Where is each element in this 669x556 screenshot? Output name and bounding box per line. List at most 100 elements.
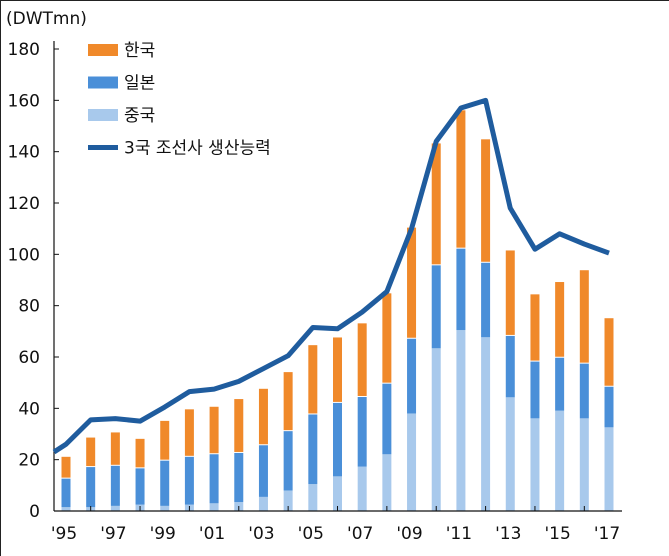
y-tick-label: 140 [8, 143, 40, 163]
bar-한국-'96 [86, 437, 96, 467]
bar-한국-'00 [184, 409, 194, 456]
unit-label: (DWTmn) [6, 9, 87, 29]
x-tick-label: '05 [298, 524, 324, 544]
x-tick-label: '01 [199, 524, 225, 544]
bar-한국-'17 [604, 318, 614, 386]
bar-중국-'06 [333, 476, 342, 511]
legend-label: 중국 [124, 106, 155, 126]
y-tick-label: 120 [8, 194, 40, 214]
bar-한국-'07 [357, 323, 367, 397]
bar-한국-'98 [135, 438, 145, 468]
bar-한국-'10 [431, 143, 441, 265]
bar-일본-'08 [382, 383, 392, 455]
bar-일본-'06 [333, 402, 342, 477]
legend-swatch-중국 [88, 109, 118, 121]
x-tick-label: '17 [594, 524, 620, 544]
bar-중국-'12 [481, 337, 491, 511]
line-series [52, 97, 610, 455]
y-tick-label: 60 [18, 348, 40, 368]
legend-swatch-일본 [88, 76, 118, 89]
bar-일본-'00 [184, 456, 194, 505]
bar-한국-'08 [382, 293, 392, 383]
bar-중국-'01 [209, 503, 219, 511]
bar-일본-'05 [308, 414, 318, 485]
bar-중국-'03 [258, 496, 268, 511]
bar-중국-'97 [110, 505, 120, 511]
x-tick-label: '03 [248, 524, 274, 544]
x-tick-label: '15 [544, 524, 570, 544]
bar-한국-'97 [110, 432, 120, 465]
bar-한국-'12 [481, 139, 491, 262]
bar-일본-'95 [61, 478, 71, 508]
y-tick-label: 40 [18, 399, 40, 419]
bar-중국-'13 [505, 397, 515, 511]
bar-일본-'10 [431, 265, 441, 349]
bar-한국-'03 [258, 388, 268, 445]
bar-한국-'14 [530, 294, 540, 361]
bars [61, 110, 614, 511]
y-tick-label: 180 [8, 40, 40, 60]
bar-일본-'01 [209, 454, 219, 504]
bar-일본-'17 [604, 386, 614, 428]
bar-중국-'09 [407, 413, 417, 511]
y-axis: 0 20 40 60 80 100 120 140 160 180 [8, 40, 59, 522]
legend-swatch-한국 [88, 44, 118, 56]
bar-한국-'99 [160, 420, 170, 460]
bar-중국-'07 [357, 466, 367, 511]
bar-중국-'11 [456, 330, 466, 511]
bar-한국-'16 [579, 270, 589, 363]
bar-한국-'02 [234, 399, 244, 452]
bar-일본-'99 [160, 460, 170, 506]
bar-일본-'09 [407, 338, 417, 414]
bar-중국-'16 [579, 418, 589, 511]
y-tick-label: 160 [8, 91, 40, 111]
x-tick-label: '11 [446, 524, 472, 544]
bar-중국-'05 [308, 484, 318, 511]
x-tick-label: '97 [100, 524, 126, 544]
bar-일본-'97 [110, 465, 120, 506]
x-tick-label: '07 [347, 524, 373, 544]
capacity-line [52, 97, 610, 455]
bar-한국-'01 [209, 406, 219, 454]
x-tick-label: '95 [51, 524, 77, 544]
bar-한국-'05 [308, 345, 318, 414]
legend-label: 일본 [124, 74, 155, 94]
bar-일본-'13 [505, 335, 515, 398]
legend-label: 한국 [124, 41, 155, 61]
y-tick-label: 0 [29, 502, 40, 522]
bar-한국-'06 [333, 337, 342, 402]
bar-일본-'12 [481, 262, 491, 338]
bar-일본-'07 [357, 397, 367, 467]
bar-중국-'99 [160, 505, 170, 511]
legend-label: 3국 조선사 생산능력 [124, 139, 271, 159]
bar-중국-'95 [61, 507, 71, 511]
bar-중국-'15 [555, 410, 565, 511]
bar-한국-'04 [283, 372, 293, 431]
y-tick-label: 80 [18, 297, 40, 317]
bar-한국-'11 [456, 110, 466, 248]
x-axis: '95 '97 '99 '01 '03 '05 '07 '09 '11 '13 '15 '17 [51, 506, 622, 544]
bar-중국-'14 [530, 418, 540, 511]
bar-중국-'17 [604, 427, 614, 511]
bar-한국-'09 [407, 227, 417, 338]
x-tick-label: '09 [396, 524, 422, 544]
bar-일본-'04 [283, 431, 293, 491]
x-tick-label: '99 [150, 524, 176, 544]
bar-한국-'15 [555, 282, 565, 357]
bar-일본-'16 [579, 363, 589, 419]
y-tick-label: 100 [8, 245, 40, 265]
bar-중국-'08 [382, 454, 392, 511]
bar-일본-'96 [86, 467, 96, 508]
bar-중국-'04 [283, 490, 293, 511]
bar-일본-'98 [135, 468, 145, 505]
bar-한국-'13 [505, 250, 515, 335]
bar-일본-'11 [456, 248, 466, 331]
x-tick-label: '13 [495, 524, 521, 544]
bar-일본-'15 [555, 357, 565, 411]
bar-한국-'95 [61, 456, 71, 478]
bar-중국-'10 [431, 348, 441, 511]
bar-일본-'14 [530, 361, 540, 419]
